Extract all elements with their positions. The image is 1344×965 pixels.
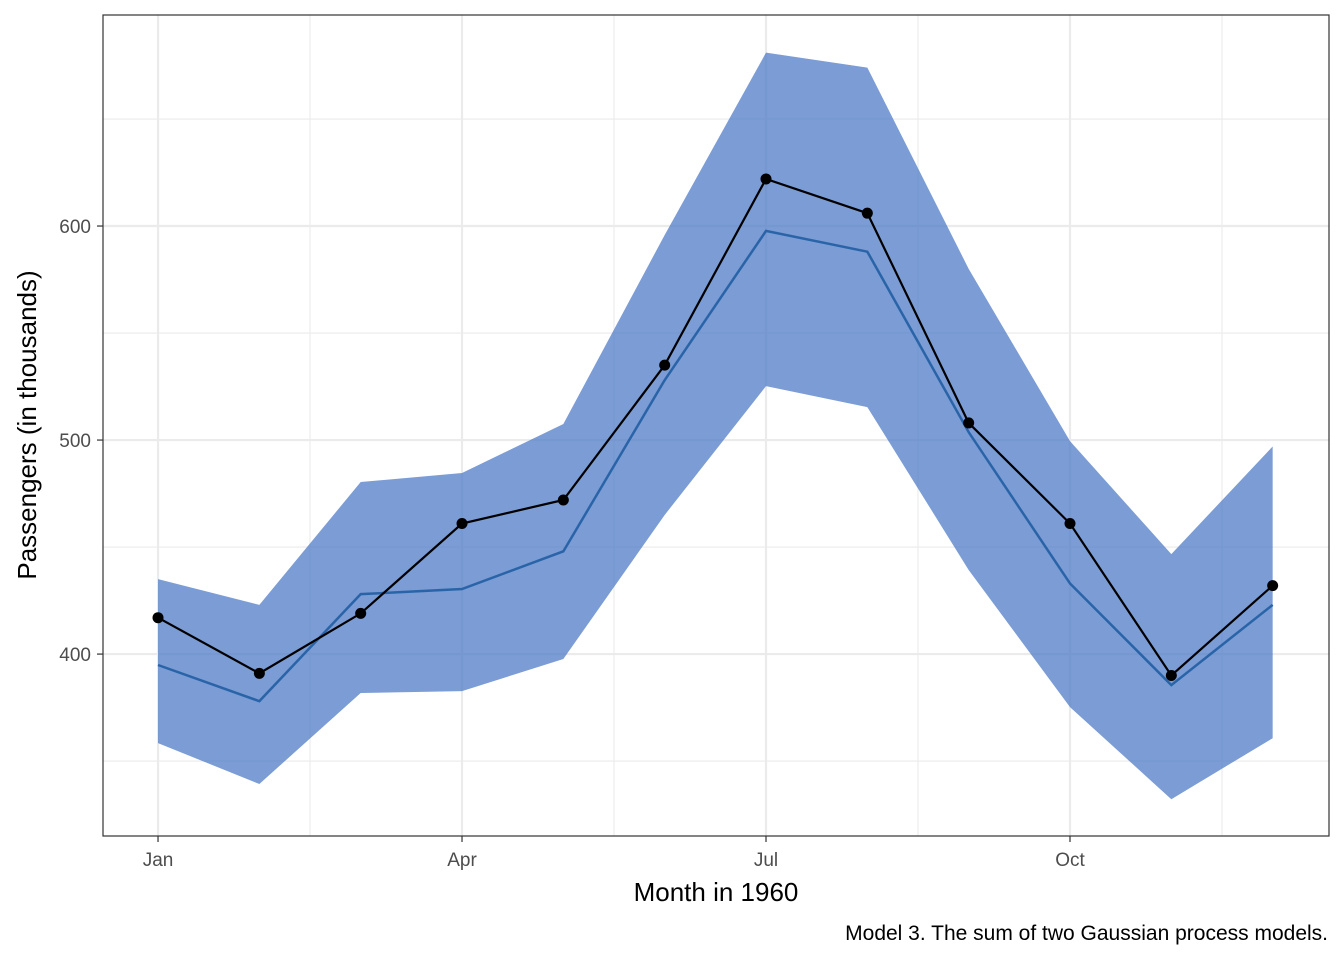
y-axis-label: Passengers (in thousands) bbox=[12, 270, 42, 579]
x-tick-label: Oct bbox=[1055, 850, 1085, 871]
credible-band bbox=[158, 52, 1273, 800]
observed-line bbox=[157, 177, 1274, 678]
grid bbox=[103, 15, 1329, 836]
plot-panel-border bbox=[102, 14, 1330, 837]
observed-point bbox=[963, 417, 975, 429]
observed-points bbox=[152, 173, 1279, 681]
observed-point bbox=[253, 667, 265, 679]
x-tick-label: Apr bbox=[447, 850, 477, 871]
observed-point bbox=[659, 359, 671, 371]
mean-line bbox=[157, 229, 1274, 703]
y-tick-label: 600 bbox=[59, 217, 91, 238]
observed-point bbox=[355, 607, 367, 619]
axes: 400 500 600 Jan Apr Jul Oct bbox=[59, 217, 1085, 871]
y-tick-label: 500 bbox=[59, 431, 91, 452]
x-tick-label: Jul bbox=[754, 850, 778, 871]
x-axis-label: Month in 1960 bbox=[634, 877, 799, 907]
observed-point bbox=[861, 207, 873, 219]
caption: Model 3. The sum of two Gaussian process… bbox=[845, 922, 1328, 945]
x-tick-label: Jan bbox=[143, 850, 174, 871]
observed-point bbox=[152, 612, 164, 624]
y-tick-label: 400 bbox=[59, 645, 91, 666]
observed-point bbox=[1064, 518, 1076, 530]
observed-point bbox=[760, 173, 772, 185]
observed-point bbox=[557, 494, 569, 506]
observed-point bbox=[1165, 669, 1177, 681]
observed-point bbox=[1267, 580, 1279, 592]
observed-point bbox=[456, 518, 468, 530]
